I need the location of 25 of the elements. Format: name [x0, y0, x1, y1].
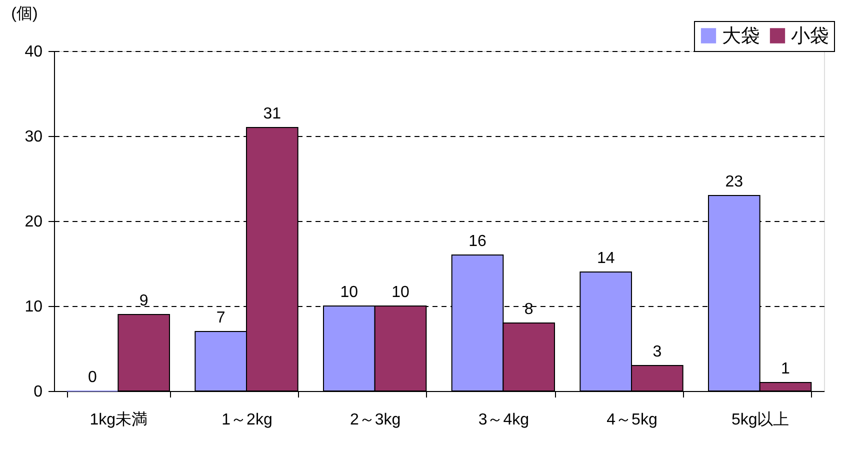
data-label: 23 [725, 174, 744, 190]
x-tick-label: 4～5kg [606, 412, 658, 428]
data-label: 0 [88, 369, 98, 386]
legend-label: 小袋 [791, 26, 829, 47]
data-label: 1 [781, 360, 790, 378]
x-tick-label: 1～2kg [222, 412, 272, 428]
data-label: 16 [468, 233, 486, 250]
x-tick-label: 2～3kg [350, 412, 401, 428]
data-label: 3 [652, 344, 662, 360]
data-label: 7 [216, 310, 226, 326]
y-tick-label: 40 [24, 44, 43, 60]
y-tick-label: 20 [24, 214, 43, 230]
legend-label: 大袋 [722, 26, 760, 47]
data-label: 14 [596, 250, 615, 267]
x-tick-label: 3～4kg [478, 412, 530, 428]
y-tick-label: 0 [34, 384, 43, 400]
y-tick-label: 10 [24, 298, 43, 316]
data-label: 10 [392, 284, 410, 301]
y-tick-label: 30 [24, 128, 43, 146]
data-label: 31 [263, 106, 282, 122]
x-tick-label: 5kg以上 [731, 410, 790, 428]
data-label: 9 [139, 292, 148, 310]
y-axis-title: (個) [11, 6, 38, 22]
data-label: 10 [340, 284, 358, 301]
x-tick-label: 1kg未満 [90, 410, 148, 428]
